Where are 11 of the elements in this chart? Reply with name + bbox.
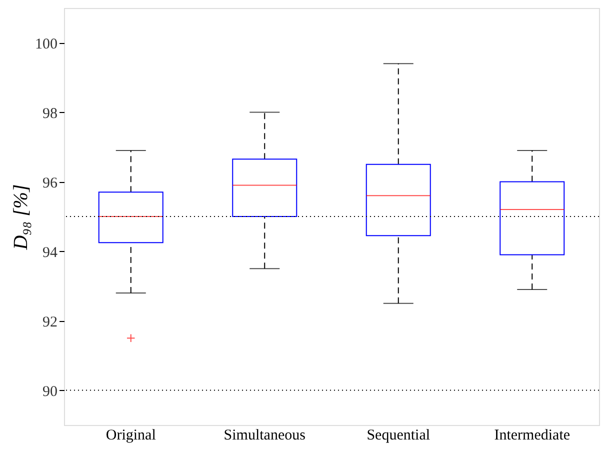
y-tick-label: 98 bbox=[42, 106, 58, 122]
x-tick-label: Sequential bbox=[366, 428, 430, 444]
y-tick-label: 96 bbox=[42, 175, 58, 192]
y-tick-label: 100 bbox=[35, 36, 58, 52]
y-axis-title: D₉₈ [%] bbox=[10, 184, 32, 251]
x-tick-label: Intermediate bbox=[494, 428, 570, 444]
y-tick-label: 92 bbox=[42, 314, 58, 330]
x-tick-label: Original bbox=[106, 428, 156, 444]
y-tick-label: 94 bbox=[42, 244, 58, 261]
x-tick-label: Simultaneous bbox=[224, 428, 306, 444]
y-tick-label: 90 bbox=[42, 384, 58, 400]
